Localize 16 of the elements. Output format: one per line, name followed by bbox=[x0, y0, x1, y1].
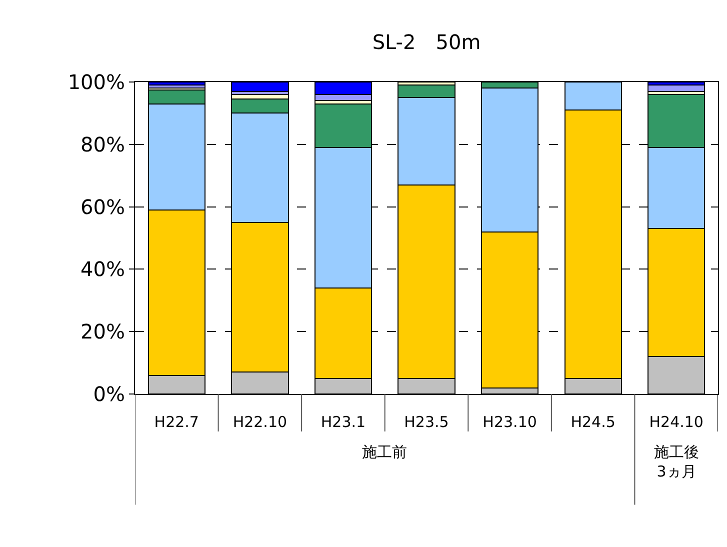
x-tick-label: H22.10 bbox=[232, 413, 288, 431]
x-tick-label: H22.7 bbox=[154, 413, 199, 431]
chart-title: SL-2 50m bbox=[372, 30, 481, 54]
x-tick-label: H23.1 bbox=[320, 413, 366, 431]
y-tick-label: 0% bbox=[93, 382, 125, 406]
y-tick-label: 60% bbox=[80, 194, 125, 219]
x-tick-label: H23.5 bbox=[404, 413, 449, 431]
y-tick-label: 80% bbox=[80, 132, 125, 156]
x-tick-label: H24.5 bbox=[570, 413, 616, 431]
x-tick-label: H24.10 bbox=[649, 413, 704, 431]
text: 施工後 3ヵ月 bbox=[654, 443, 699, 480]
y-tick-label: 20% bbox=[80, 320, 125, 344]
x-tick-label: H23.10 bbox=[482, 413, 537, 431]
y-tick-label: 40% bbox=[80, 257, 125, 282]
text: 施工前 bbox=[362, 443, 407, 461]
y-tick-label: 100% bbox=[68, 70, 125, 94]
